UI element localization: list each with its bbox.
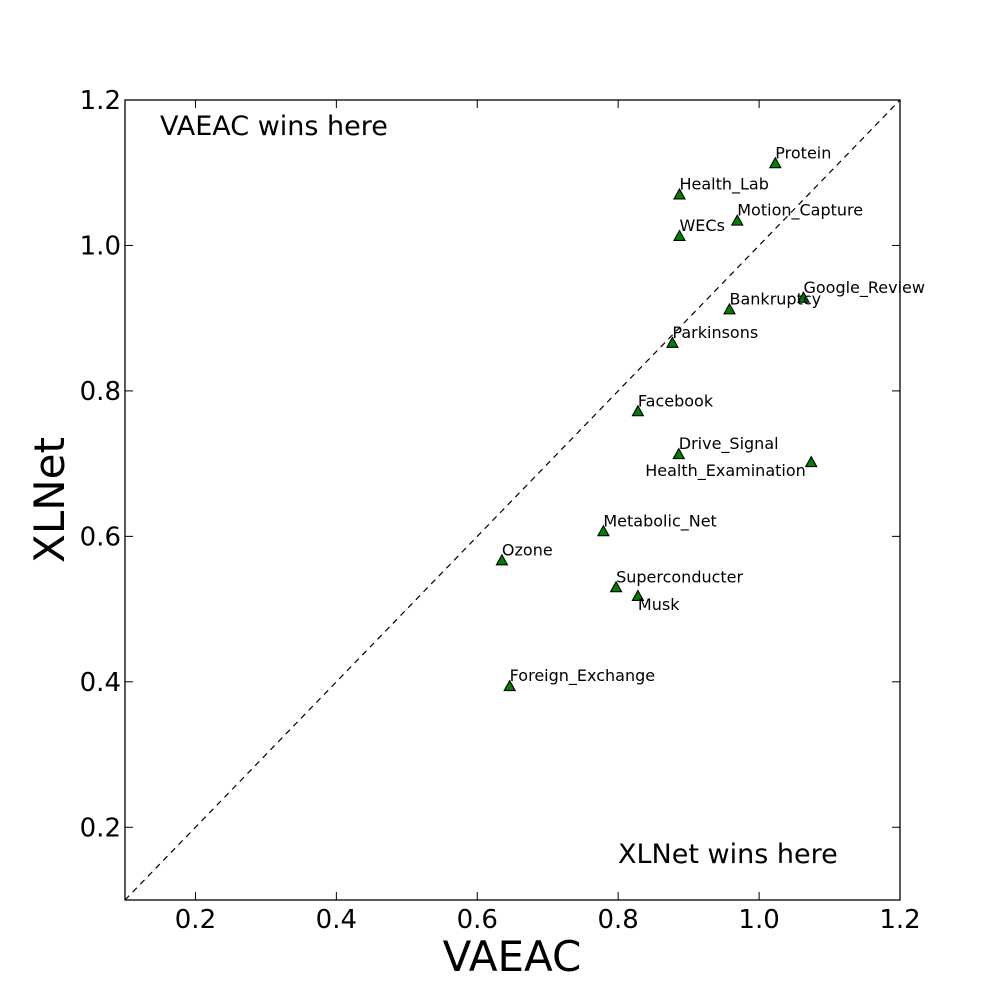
point-label: Bankruptcy <box>730 289 822 308</box>
y-tick-label: 0.4 <box>80 668 121 698</box>
diagonal-layer <box>124 99 901 901</box>
x-tick-label: 1.0 <box>738 905 779 935</box>
data-point <box>609 580 623 593</box>
data-point <box>596 524 610 537</box>
diagonal-line <box>124 99 901 901</box>
x-tick-label: 1.2 <box>879 905 920 935</box>
y-tick-label: 0.2 <box>80 813 121 843</box>
data-point <box>723 302 736 315</box>
x-axis-title: VAEAC <box>443 932 582 981</box>
data-point <box>804 455 818 468</box>
point-label: Google_Review <box>803 278 925 298</box>
x-tick-label: 0.6 <box>457 905 498 935</box>
point-label: Facebook <box>638 391 714 410</box>
data-point <box>631 404 645 417</box>
data-point <box>797 291 810 303</box>
data-point <box>730 214 744 226</box>
y-tick-label: 1.2 <box>80 86 121 116</box>
data-point <box>503 679 517 692</box>
annotation-xlnet-wins: XLNet wins here <box>618 839 838 870</box>
points-layer: Protein Health_Lab Motion_Capture WECs Googl… <box>495 143 925 692</box>
x-tick-label: 0.4 <box>316 905 357 935</box>
point-label: WECs <box>679 216 724 235</box>
y-tick-label: 0.8 <box>80 377 121 407</box>
annotation-vaeac-wins: VAEAC wins here <box>160 111 388 142</box>
data-point <box>665 336 679 348</box>
y-tick-label: 0.6 <box>80 522 121 552</box>
y-tick-label: 1.0 <box>80 231 121 261</box>
point-label: Superconducter <box>616 567 743 586</box>
data-point <box>672 447 686 460</box>
point-label: Musk <box>638 595 680 614</box>
point-label: Parkinsons <box>672 323 758 342</box>
data-point <box>768 156 782 169</box>
x-tick-label: 0.2 <box>175 905 216 935</box>
data-point <box>673 187 686 200</box>
data-point <box>495 553 509 566</box>
point-label: Health_Examination <box>645 461 806 481</box>
y-axis-title: XLNet <box>25 437 74 563</box>
data-point <box>631 589 645 601</box>
data-point <box>673 229 686 241</box>
x-tick-label: 0.8 <box>598 905 639 935</box>
ticks-layer: 0.2 0.4 0.6 0.8 1.0 1.2 0.2 0.4 0.6 0.8 1.0 1.2 <box>80 86 921 935</box>
point-label: Health_Lab <box>679 175 768 195</box>
point-label: Motion_Capture <box>737 201 863 221</box>
point-label: Foreign_Exchange <box>510 666 655 686</box>
point-label: Metabolic_Net <box>603 511 716 531</box>
point-label: Ozone <box>502 540 553 559</box>
point-label: Drive_Signal <box>679 434 779 454</box>
point-label: Protein <box>775 143 831 162</box>
